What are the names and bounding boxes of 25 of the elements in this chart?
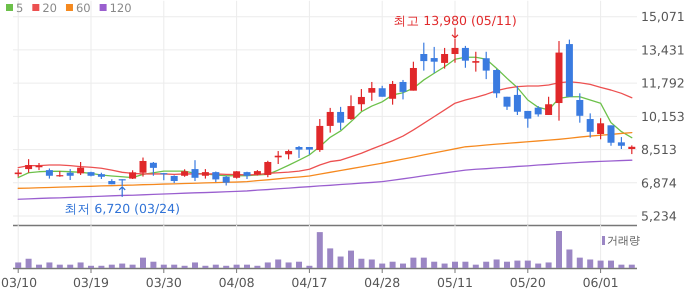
- x-tick-label: 03/19: [72, 275, 110, 289]
- x-tick-label: 05/20: [510, 275, 546, 289]
- y-tick-label: 11,792: [641, 76, 685, 91]
- y-tick-label: 5,234: [641, 208, 677, 224]
- y-tick-label: 13,431: [641, 42, 685, 58]
- legend-label: 5: [16, 1, 24, 15]
- y-tick-label: 10,153: [641, 108, 685, 124]
- x-tick-label: 06/01: [582, 275, 619, 289]
- x-tick-label: 03/30: [146, 275, 182, 289]
- x-tick-label: 03/10: [1, 275, 38, 289]
- y-tick-label: 6,874: [641, 175, 677, 190]
- legend-label: 20: [42, 1, 57, 15]
- y-tick-label: 8,513: [641, 142, 677, 158]
- legend-label: 120: [110, 1, 132, 15]
- annotation: 최고 13,980 (05/11): [393, 12, 517, 39]
- x-tick-label: 04/08: [218, 275, 255, 289]
- annotation: 최고 13,980 (05/11): [393, 12, 517, 28]
- legend: 거래량: [602, 234, 640, 247]
- x-tick-label: 04/17: [291, 275, 328, 289]
- x-tick-label: 05/11: [436, 275, 474, 289]
- x-tick-label: 04/28: [364, 275, 400, 289]
- legend-label: 60: [76, 1, 91, 15]
- annotation: 최저 6,720 (03/24): [64, 186, 180, 216]
- y-tick-label: 15,071: [641, 9, 685, 24]
- annotation: 최저 6,720 (03/24): [64, 200, 180, 216]
